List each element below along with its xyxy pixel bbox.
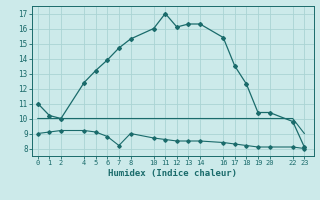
X-axis label: Humidex (Indice chaleur): Humidex (Indice chaleur) bbox=[108, 169, 237, 178]
